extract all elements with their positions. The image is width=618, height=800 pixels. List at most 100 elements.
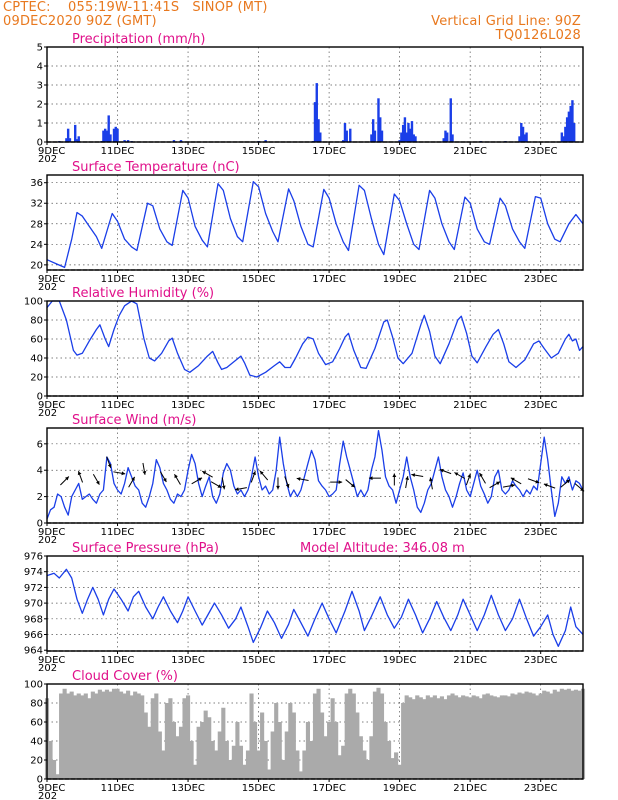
cloud-bar: [291, 712, 296, 779]
cloud-bar: [182, 698, 187, 779]
y-tick-label: 964: [24, 646, 43, 657]
cloud-bar: [97, 689, 102, 779]
cloud-bar: [164, 703, 169, 779]
wind-arrow-head: [121, 471, 126, 476]
precip-bar: [123, 140, 126, 142]
cloud-bar: [270, 731, 275, 779]
wind-arrow: [479, 472, 486, 484]
cloud-bar: [323, 736, 328, 779]
y-tick-label: 0: [37, 775, 43, 786]
cloud-bar: [228, 760, 233, 779]
cloud-bar: [309, 741, 314, 779]
wind-arrow: [92, 474, 100, 485]
cloud-bar: [154, 693, 159, 779]
cloud-bar: [369, 736, 374, 779]
cloud-bar: [87, 698, 92, 779]
cloud-bar: [344, 693, 349, 779]
precip-bar: [569, 105, 572, 142]
wind-arrow: [210, 481, 222, 489]
year-mask: [30, 667, 60, 675]
x-tick-label: 13DEC: [171, 400, 205, 411]
y-tick-label: 5: [37, 43, 43, 54]
cloud-bar: [189, 741, 194, 779]
precip-bar: [564, 126, 567, 142]
year-mask: [30, 286, 60, 294]
y-tick-label: 0: [37, 138, 43, 149]
x-tick-label: 19DEC: [383, 146, 417, 157]
cloud-bar: [570, 690, 575, 779]
x-tick-label: 15DEC: [242, 146, 276, 157]
wind-arrow-head: [198, 477, 203, 482]
cloud-bar: [453, 695, 459, 779]
cloud-bar: [439, 696, 445, 779]
cloud-bar: [330, 698, 335, 779]
precip-bar: [371, 119, 375, 142]
x-tick-label: 21DEC: [453, 274, 487, 285]
precip-bar: [109, 134, 112, 142]
cloud-bar: [418, 697, 423, 779]
cloud-bar: [168, 698, 173, 779]
x-year-fragment: 202: [38, 408, 57, 419]
cloud-bar: [256, 750, 261, 779]
y-tick-label: 20: [30, 756, 43, 767]
cloud-bar: [559, 688, 564, 779]
cloud-bar: [390, 758, 395, 779]
precip-bar: [343, 123, 347, 142]
cloud-bar: [178, 726, 184, 779]
x-tick-label: 21DEC: [453, 783, 487, 794]
wind-arrow: [202, 470, 213, 478]
cloud-bar: [305, 722, 311, 779]
wind-arrow-head: [276, 485, 280, 490]
cloud-bar: [136, 693, 141, 779]
precip-bar: [315, 83, 318, 142]
cloud-bar: [235, 722, 240, 779]
cloud-bar: [327, 722, 332, 779]
cloud-bar: [524, 691, 529, 779]
wind-arrow-head: [221, 485, 226, 490]
x-year-fragment: 202: [38, 154, 57, 165]
y-tick-label: 60: [30, 718, 43, 729]
cloud-bar: [563, 689, 568, 779]
cloud-bar: [577, 690, 582, 779]
cloud-bar: [471, 695, 476, 779]
cloud-bar: [185, 695, 191, 779]
cloud-bar: [316, 688, 321, 779]
cloud-bar: [492, 696, 497, 779]
cloud-bar: [337, 755, 342, 779]
y-tick-label: 0: [37, 519, 43, 530]
precip-bar: [565, 117, 569, 142]
panel-6: 0 20 40 60 80 100 9DEC 11DEC 13DEC 15DEC 17DEC 19DE…: [24, 669, 586, 800]
year-mask: [30, 795, 60, 800]
precip-bar: [68, 138, 72, 142]
x-tick-label: 17DEC: [312, 783, 346, 794]
x-tick-label: 11DEC: [101, 146, 135, 157]
vertical-grid-note: Vertical Grid Line: 90Z: [431, 14, 581, 29]
wind-arrow-head: [252, 471, 256, 476]
x-tick-label: 21DEC: [453, 400, 487, 411]
y-tick-label: 100: [24, 680, 43, 691]
x-tick-label: 11DEC: [101, 783, 135, 794]
cloud-bar: [260, 712, 265, 779]
cloud-bar: [69, 691, 74, 779]
precip-bar: [345, 130, 348, 142]
cloud-bar: [101, 691, 106, 779]
cloud-bar: [284, 731, 289, 779]
wind-arrow-head: [496, 481, 500, 486]
panel-2: 20 24 28 32 36 9DEC 11DEC 13DEC 15DEC 17DEC 19DEC 2…: [30, 160, 584, 293]
wind-arrow: [527, 478, 540, 484]
x-tick-label: 11DEC: [101, 400, 135, 411]
cloud-bar: [48, 741, 53, 779]
wind-arrow: [405, 476, 409, 489]
model-id: TQ0126L028: [495, 28, 581, 43]
precip-bar: [412, 134, 415, 142]
panel-title: Surface Pressure (hPa): [72, 541, 219, 556]
x-tick-label: 17DEC: [312, 400, 346, 411]
cloud-bar: [207, 717, 212, 779]
cloud-bar: [397, 764, 402, 779]
cloud-bar: [394, 752, 399, 779]
x-tick-label: 17DEC: [312, 274, 346, 285]
precip-bar: [66, 128, 70, 142]
wind-arrow: [411, 473, 424, 478]
year-mask: [30, 539, 60, 547]
cloud-bar: [51, 760, 57, 779]
